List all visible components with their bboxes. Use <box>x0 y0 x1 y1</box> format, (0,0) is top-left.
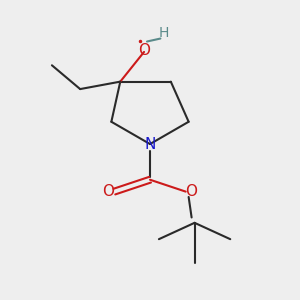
Text: N: N <box>144 136 156 152</box>
Text: O: O <box>138 43 150 58</box>
Text: H: H <box>158 26 169 40</box>
Text: O: O <box>186 184 198 199</box>
Text: O: O <box>102 184 114 199</box>
